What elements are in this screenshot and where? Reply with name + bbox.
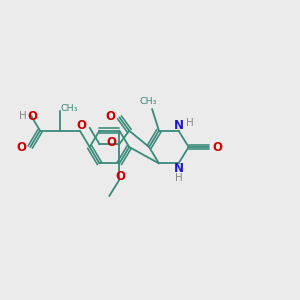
- Text: CH₃: CH₃: [60, 104, 78, 113]
- Text: CH₃: CH₃: [140, 97, 157, 106]
- Text: O: O: [106, 136, 116, 149]
- Text: O: O: [212, 140, 223, 154]
- Text: O: O: [106, 110, 116, 123]
- Text: O: O: [28, 110, 38, 123]
- Text: O: O: [16, 140, 26, 154]
- Text: H: H: [175, 173, 182, 183]
- Text: H: H: [186, 118, 194, 128]
- Text: N: N: [173, 119, 184, 132]
- Text: H: H: [19, 111, 26, 121]
- Text: N: N: [173, 162, 184, 175]
- Text: O: O: [116, 170, 126, 183]
- Text: O: O: [76, 119, 86, 132]
